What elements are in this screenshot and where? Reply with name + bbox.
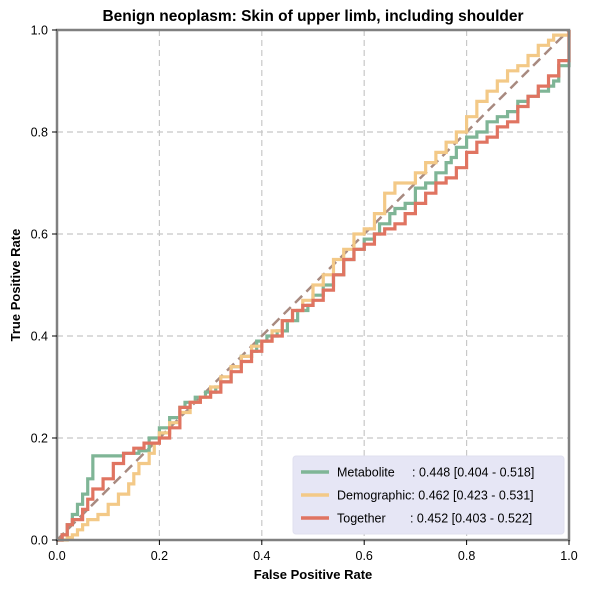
x-axis-label: False Positive Rate bbox=[254, 567, 373, 582]
legend-entry-together: Together : 0.452 [0.403 - 0.522] bbox=[337, 512, 532, 526]
x-tick-label: 0.0 bbox=[48, 549, 65, 563]
x-tick-label: 0.6 bbox=[356, 549, 373, 563]
roc-curve-together bbox=[57, 30, 571, 542]
x-tick-label: 0.4 bbox=[253, 549, 270, 563]
plot-frame bbox=[55, 28, 571, 542]
legend: Metabolite : 0.448 [0.404 - 0.518] Demogr… bbox=[292, 455, 565, 535]
chart-title: Benign neoplasm: Skin of upper limb, inc… bbox=[102, 8, 523, 25]
x-tick-label: 0.8 bbox=[458, 549, 475, 563]
x-tick-label: 1.0 bbox=[560, 549, 577, 563]
y-tick-label: 0.8 bbox=[31, 126, 48, 140]
roc-curves bbox=[57, 30, 571, 542]
grid-lines bbox=[57, 30, 569, 540]
y-axis-label: True Positive Rate bbox=[8, 229, 23, 342]
legend-entry-metabolite: Metabolite : 0.448 [0.404 - 0.518] bbox=[337, 466, 534, 480]
y-tick-label: 0.6 bbox=[31, 228, 48, 242]
legend-entry-demographic: Demographic: 0.462 [0.423 - 0.531] bbox=[337, 489, 534, 503]
y-tick-label: 0.4 bbox=[31, 330, 48, 344]
axis-ticks: 0.0 0.2 0.4 0.6 0.8 1.0 0.0 0.2 0.4 0.6 0.8 1.0 bbox=[31, 24, 578, 564]
y-tick-label: 1.0 bbox=[31, 24, 48, 38]
x-tick-label: 0.2 bbox=[151, 549, 168, 563]
y-tick-label: 0.0 bbox=[31, 534, 48, 548]
y-tick-label: 0.2 bbox=[31, 432, 48, 446]
legend-box bbox=[292, 455, 565, 535]
